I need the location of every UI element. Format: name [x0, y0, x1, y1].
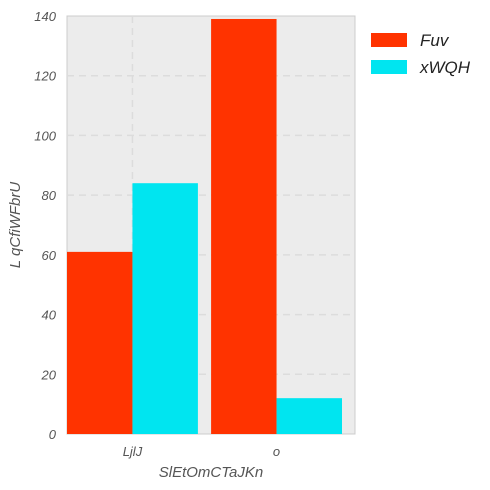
x-tick-label: LjlJ: [123, 444, 143, 459]
y-tick-label: 120: [34, 69, 56, 84]
legend-label: xWQH: [419, 58, 471, 77]
y-tick-label: 40: [42, 308, 57, 323]
y-axis-label: L qCfiWFbrU: [7, 182, 24, 269]
y-tick-label: 80: [42, 188, 57, 203]
legend-label: Fuv: [420, 31, 450, 50]
legend: Fuv xWQH: [371, 31, 471, 77]
bar-xWQH-LjlJ: [132, 183, 198, 434]
bar-Fuv-o: [211, 18, 277, 434]
y-tick-label: 60: [42, 248, 57, 263]
legend-swatch: [371, 60, 407, 74]
legend-swatch: [371, 33, 407, 47]
x-tick-label: o: [273, 444, 280, 459]
x-axis-label: SlEtOmCTaJKn: [159, 464, 263, 481]
bars: [67, 18, 342, 434]
y-tick-label: 0: [49, 427, 57, 442]
y-tick-label: 140: [34, 9, 56, 24]
y-tick-label: 20: [41, 367, 57, 382]
bar-xWQH-o: [276, 398, 342, 434]
y-tick-label: 100: [34, 128, 56, 143]
bar-Fuv-LjlJ: [67, 251, 133, 434]
y-axis-ticks: 0 20 40 60 80 100 120 140: [34, 9, 56, 442]
x-axis-ticks: LjlJ o: [123, 444, 280, 459]
